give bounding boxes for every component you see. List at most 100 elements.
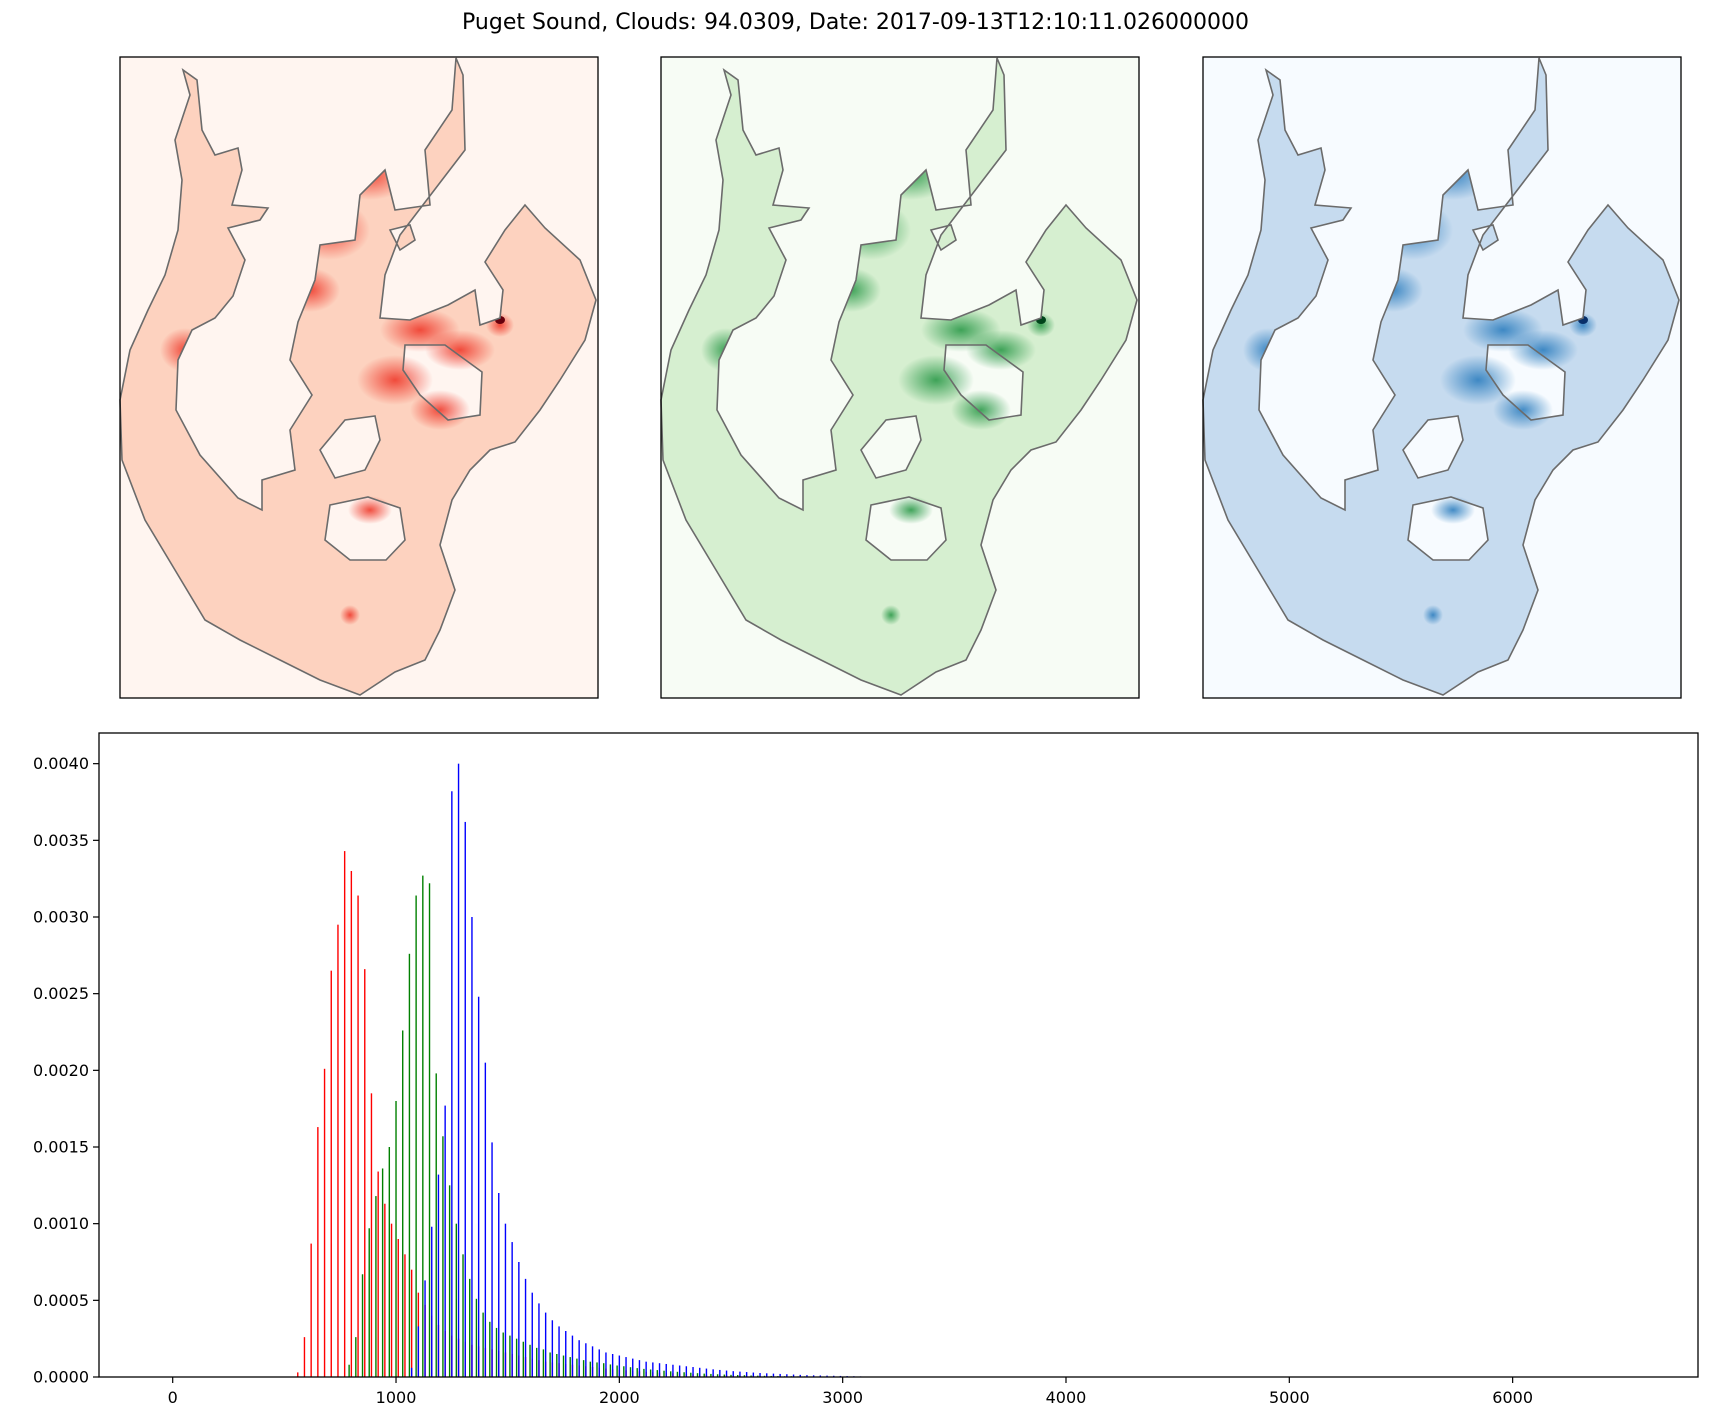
histogram-bar <box>431 1226 433 1377</box>
histogram-bar <box>576 1358 578 1377</box>
histogram-bar <box>652 1362 654 1377</box>
histogram-bar <box>725 1370 728 1377</box>
y-tick-label: 0.0000 <box>33 1368 89 1387</box>
histogram-bar <box>569 1357 571 1377</box>
histogram-bar <box>596 1362 598 1377</box>
histogram-bar <box>556 1354 558 1377</box>
histogram-bar <box>417 1326 420 1377</box>
series-3 <box>410 763 902 1377</box>
histogram-frame <box>98 732 1699 1378</box>
histogram-bar <box>361 1274 364 1377</box>
histogram-bar <box>410 1367 413 1377</box>
histogram-bar <box>370 1093 373 1377</box>
y-tick-label: 0.0015 <box>33 1138 89 1157</box>
intensity-hotspot <box>966 330 1036 370</box>
histogram-bar <box>739 1371 741 1377</box>
histogram-bar <box>435 1073 437 1377</box>
histogram-bar <box>699 1367 701 1377</box>
histogram-bar <box>515 1338 518 1377</box>
histogram-bar <box>518 1262 520 1377</box>
histogram-bar <box>632 1358 634 1377</box>
histogram-bar <box>428 883 431 1377</box>
histogram-bar <box>582 1360 585 1377</box>
histogram-bar <box>511 1242 513 1377</box>
histogram-bar <box>636 1368 638 1377</box>
map-panel-green <box>660 56 1140 699</box>
x-tick-label: 3000 <box>822 1388 863 1407</box>
histogram-bar <box>410 1269 413 1377</box>
histogram-bar <box>549 1352 551 1377</box>
histogram-bar <box>522 1341 525 1377</box>
y-tick-label: 0.0005 <box>33 1291 89 1310</box>
histogram-bar <box>348 1364 350 1377</box>
intensity-hotspot <box>881 605 901 625</box>
histogram-bar <box>670 1371 672 1377</box>
intensity-hotspot <box>340 605 360 625</box>
histogram-bar <box>658 1363 661 1377</box>
histogram-bar <box>806 1375 808 1377</box>
histogram-bars <box>297 763 902 1377</box>
histogram-bar <box>812 1375 815 1377</box>
histogram-bar <box>737 1375 739 1377</box>
histogram-bar <box>504 1223 507 1377</box>
histogram-bar <box>710 1373 712 1377</box>
histogram-bar <box>404 1254 406 1377</box>
histogram-bar <box>558 1326 560 1377</box>
histogram-bar <box>603 1363 605 1377</box>
intensity-hotspot <box>1440 355 1516 405</box>
histogram-bar <box>357 895 359 1377</box>
intensity-hotspot <box>1431 496 1475 524</box>
histogram-bar <box>415 895 417 1377</box>
histogram-bar <box>464 821 466 1377</box>
histogram-bar <box>826 1375 828 1377</box>
map-panels <box>119 56 1682 699</box>
histogram-bar <box>297 1372 299 1377</box>
histogram-bar <box>676 1371 679 1377</box>
intensity-hotspot <box>1423 605 1443 625</box>
histogram-bar <box>571 1335 574 1377</box>
histogram-bar <box>623 1366 625 1377</box>
histogram-bar <box>719 1369 721 1377</box>
histogram-bar <box>350 871 353 1377</box>
histogram-bar <box>402 1030 404 1377</box>
histogram-bar <box>469 1278 471 1377</box>
histogram-bar <box>437 1174 440 1377</box>
histogram-bar <box>638 1360 641 1377</box>
histogram-bar <box>562 1355 565 1377</box>
histogram-bar <box>524 1278 527 1377</box>
y-tick-label: 0.0025 <box>33 984 89 1003</box>
histogram-bar <box>716 1374 719 1377</box>
histogram-bar <box>544 1312 547 1377</box>
histogram-bar <box>529 1344 531 1377</box>
histogram-bar <box>364 969 366 1377</box>
histogram-bar <box>618 1355 621 1377</box>
histogram-bar <box>384 1203 386 1377</box>
map-frame <box>660 56 1140 699</box>
histogram-bar <box>672 1364 674 1377</box>
histogram-bar <box>792 1374 795 1377</box>
histogram-bar <box>489 1321 491 1377</box>
histogram-bar <box>786 1374 788 1377</box>
x-tick-label: 5000 <box>1269 1388 1310 1407</box>
histogram-bar <box>448 1185 451 1377</box>
y-tick-label: 0.0020 <box>33 1061 89 1080</box>
histogram-bar <box>495 1327 498 1377</box>
histogram-bar <box>444 1105 446 1377</box>
histogram-bar <box>625 1357 627 1377</box>
histogram-bar <box>656 1370 659 1377</box>
histogram-bar <box>498 1193 500 1377</box>
histogram-bar <box>471 917 473 1377</box>
histogram-bar <box>645 1361 647 1377</box>
histogram-bar <box>616 1365 618 1377</box>
histogram-bar <box>743 1375 746 1377</box>
histogram-bar <box>462 1254 464 1377</box>
histogram-bar <box>451 791 453 1377</box>
histogram-bar <box>609 1364 612 1377</box>
histogram-bar <box>779 1373 781 1377</box>
histogram-bar <box>565 1331 567 1377</box>
histogram-bar <box>375 1196 377 1377</box>
histogram-bar <box>388 1147 391 1377</box>
x-tick-label: 6000 <box>1492 1388 1533 1407</box>
histogram-bar <box>643 1368 645 1377</box>
